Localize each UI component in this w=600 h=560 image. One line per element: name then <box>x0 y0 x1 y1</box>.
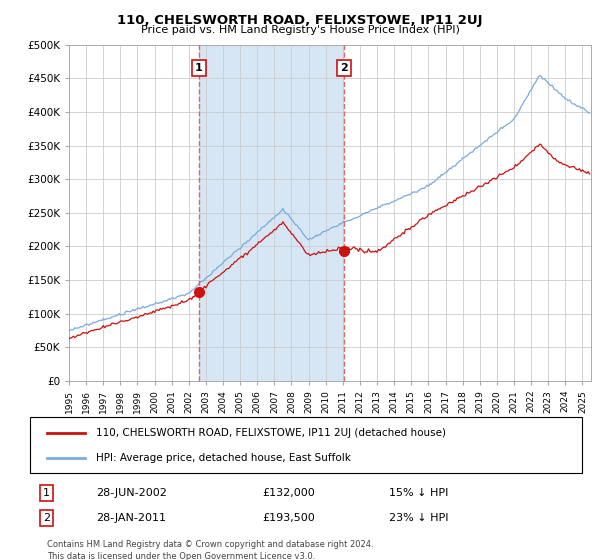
Text: £193,500: £193,500 <box>262 513 314 523</box>
Text: This data is licensed under the Open Government Licence v3.0.: This data is licensed under the Open Gov… <box>47 552 315 560</box>
Text: 1: 1 <box>43 488 50 498</box>
Text: 110, CHELSWORTH ROAD, FELIXSTOWE, IP11 2UJ: 110, CHELSWORTH ROAD, FELIXSTOWE, IP11 2… <box>117 14 483 27</box>
Bar <box>199 45 344 381</box>
FancyBboxPatch shape <box>30 417 582 473</box>
Text: 15% ↓ HPI: 15% ↓ HPI <box>389 488 448 498</box>
Text: 2: 2 <box>340 63 348 73</box>
Text: 110, CHELSWORTH ROAD, FELIXSTOWE, IP11 2UJ (detached house): 110, CHELSWORTH ROAD, FELIXSTOWE, IP11 2… <box>96 428 446 438</box>
Text: HPI: Average price, detached house, East Suffolk: HPI: Average price, detached house, East… <box>96 452 351 463</box>
Text: 1: 1 <box>195 63 203 73</box>
Text: Contains HM Land Registry data © Crown copyright and database right 2024.: Contains HM Land Registry data © Crown c… <box>47 540 373 549</box>
Text: 28-JUN-2002: 28-JUN-2002 <box>96 488 167 498</box>
Text: 2: 2 <box>43 513 50 523</box>
Text: 23% ↓ HPI: 23% ↓ HPI <box>389 513 448 523</box>
Text: £132,000: £132,000 <box>262 488 314 498</box>
Text: Price paid vs. HM Land Registry's House Price Index (HPI): Price paid vs. HM Land Registry's House … <box>140 25 460 35</box>
Text: 28-JAN-2011: 28-JAN-2011 <box>96 513 166 523</box>
